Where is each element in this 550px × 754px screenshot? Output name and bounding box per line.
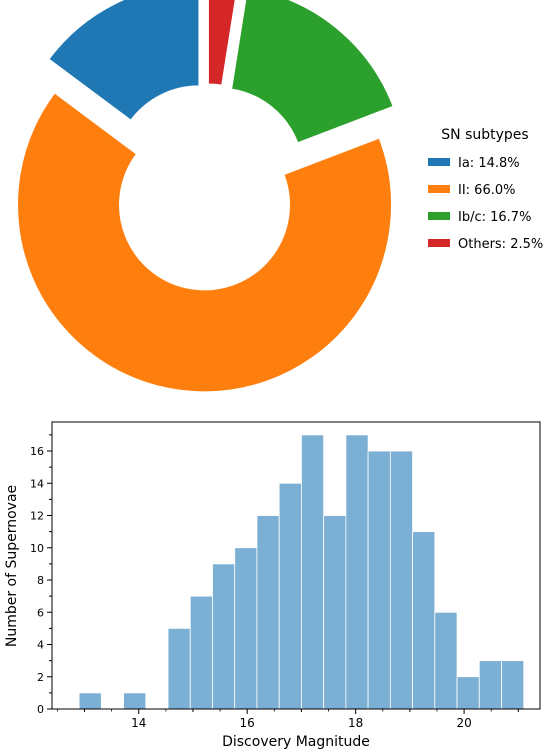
histogram-bar [78,692,102,710]
histogram-bar [256,515,280,710]
histogram-bar [323,515,347,710]
pie-legend: SN subtypes Ia: 14.8% II: 66.0% Ib/c: 16.7… [428,127,543,252]
histogram-bar [412,531,436,710]
histogram-bar [167,627,191,710]
x-axis-ticks: 14 16 18 20 [57,709,519,730]
pie-slice-ia [48,0,200,121]
histogram-bar [501,660,525,710]
histogram-bar [123,692,147,710]
y-tick-label: 12 [30,510,44,523]
legend-swatch [428,239,450,247]
y-axis-label: Number of Supernovae [4,485,20,647]
histogram-bar [367,450,391,710]
y-tick-label: 10 [30,542,44,555]
histogram-bar [234,547,258,710]
histogram-bar [189,595,213,710]
y-tick-label: 16 [30,445,44,458]
histogram-bar [345,434,369,710]
histogram-bar [301,434,325,710]
legend-label: Ia: 14.8% [458,156,520,171]
histogram-bar [456,676,480,710]
legend-swatch [428,212,450,220]
histogram-bar [212,563,236,710]
legend-title: SN subtypes [441,127,528,143]
x-tick-label: 16 [240,716,255,730]
plot-frame [51,421,541,710]
legend-swatch [428,185,450,193]
histogram-bars [78,434,525,710]
x-tick-label: 18 [348,716,363,730]
histogram-chart: 14 16 18 20 0 2 4 6 8 10 12 14 16 Discovery Magnitu… [4,421,541,750]
x-tick-label: 14 [131,716,146,730]
y-axis-ticks: 0 2 4 6 8 10 12 14 16 [30,434,52,716]
legend-label: Ib/c: 16.7% [458,210,531,225]
y-tick-label: 14 [30,477,44,490]
x-axis-label: Discovery Magnitude [222,734,370,750]
y-tick-label: 2 [37,671,44,684]
pie-slice-ii [17,92,393,393]
donut-chart [17,0,394,393]
y-tick-label: 8 [37,574,44,587]
histogram-bar [434,611,458,710]
pie-slice-ib-c [231,0,394,144]
histogram-bar [278,482,302,710]
y-tick-label: 4 [37,639,44,652]
histogram-bar [478,660,502,710]
legend-label: Others: 2.5% [458,237,543,252]
y-tick-label: 0 [37,703,44,716]
y-tick-label: 6 [37,606,44,619]
legend-swatch [428,158,450,166]
histogram-bar [389,450,413,710]
pie-slice-others [207,0,236,86]
x-tick-label: 20 [456,716,471,730]
legend-label: II: 66.0% [458,183,515,198]
